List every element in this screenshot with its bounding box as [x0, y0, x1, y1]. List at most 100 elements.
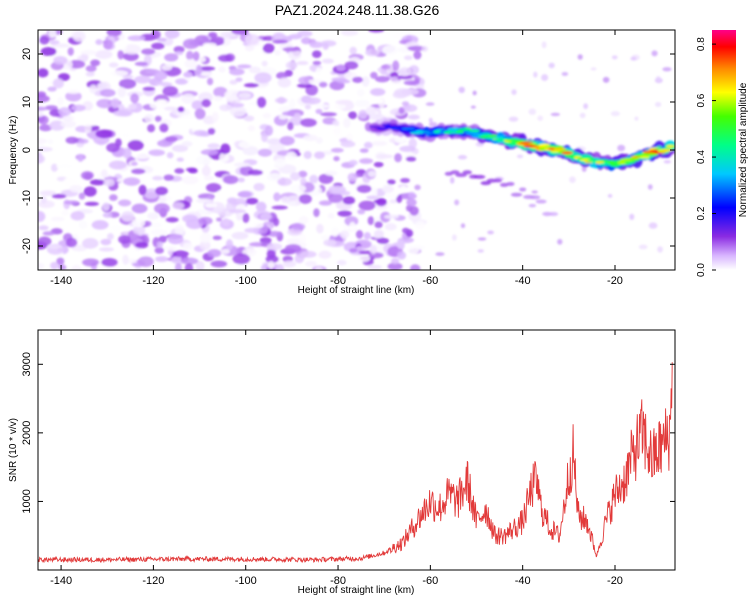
noise-blob — [328, 193, 344, 203]
noise-blob — [408, 65, 420, 75]
noise-blob — [286, 151, 297, 160]
noise-blob — [435, 252, 445, 256]
noise-blob — [370, 88, 386, 96]
noise-blob — [382, 45, 399, 55]
noise-blob — [267, 260, 275, 270]
noise-blob — [82, 258, 100, 267]
noise-blob — [80, 171, 94, 180]
noise-blob — [340, 30, 359, 36]
noise-blob — [171, 144, 188, 153]
noise-blob — [391, 32, 403, 40]
x-tick-label: -40 — [515, 275, 531, 287]
noise-blob — [428, 117, 433, 123]
noise-blob — [164, 30, 180, 39]
noise-blob — [110, 70, 129, 77]
noise-blob — [62, 115, 75, 122]
noise-blob — [181, 141, 193, 147]
noise-blob — [406, 198, 417, 207]
noise-blob — [648, 222, 658, 229]
noise-blob — [221, 248, 230, 255]
noise-blob — [42, 231, 55, 236]
noise-blob — [238, 141, 251, 149]
noise-blob — [52, 78, 64, 89]
noise-blob — [82, 238, 99, 249]
noise-blob — [229, 79, 238, 85]
noise-blob — [180, 257, 199, 265]
noise-blob — [225, 239, 234, 251]
noise-blob — [662, 67, 672, 72]
noise-blob — [617, 144, 626, 152]
noise-blob — [47, 86, 57, 92]
secondary-trace-blob — [519, 187, 527, 192]
noise-blob — [387, 262, 403, 270]
noise-blob — [298, 215, 309, 225]
noise-blob — [291, 222, 306, 231]
colorbar-gradient — [712, 30, 736, 270]
snr-series-line — [38, 362, 673, 564]
noise-blob — [216, 46, 224, 52]
x-tick-label: -40 — [515, 575, 531, 587]
noise-blob — [38, 262, 45, 269]
noise-blob — [132, 153, 151, 160]
colorbar: 0.0 0.2 0.4 0.6 0.8 Normalized spectral ampl… — [696, 30, 749, 277]
noise-blob — [50, 163, 58, 172]
spectrogram-y-axis-label: Frequency (Hz) — [8, 116, 19, 185]
noise-blob — [155, 186, 168, 196]
noise-blob — [413, 50, 422, 60]
noise-blob — [315, 108, 323, 114]
noise-blob — [174, 262, 182, 270]
noise-blob — [314, 103, 330, 109]
noise-blob — [516, 154, 524, 159]
noise-blob — [147, 124, 156, 133]
noise-blob — [298, 76, 312, 85]
noise-blob — [607, 193, 613, 198]
noise-blob — [528, 203, 537, 208]
noise-blob — [134, 75, 152, 84]
noise-blob — [577, 54, 583, 60]
noise-blob — [176, 157, 184, 162]
noise-blob — [78, 220, 88, 229]
ridge-blob — [666, 145, 675, 148]
noise-blob — [324, 170, 338, 176]
noise-blob — [118, 199, 132, 207]
noise-blob — [550, 112, 561, 117]
noise-blob — [131, 168, 146, 175]
noise-blob — [273, 217, 280, 227]
noise-blob — [315, 67, 323, 77]
noise-blob — [166, 152, 174, 159]
noise-blob — [47, 139, 54, 145]
noise-blob — [50, 261, 59, 270]
noise-blob — [159, 123, 169, 133]
noise-blob — [174, 51, 184, 56]
noise-blob — [155, 256, 169, 263]
spectrogram-heatmap — [38, 30, 675, 270]
noise-blob — [193, 129, 208, 137]
noise-blob — [359, 148, 369, 153]
noise-blob — [122, 254, 129, 265]
noise-blob — [61, 209, 70, 216]
noise-blob — [663, 160, 672, 164]
noise-blob — [221, 218, 230, 227]
noise-blob — [174, 224, 185, 236]
ridge-blob — [519, 141, 534, 144]
noise-blob — [318, 250, 332, 259]
noise-blob — [38, 211, 46, 222]
noise-blob — [56, 257, 65, 266]
noise-blob — [68, 60, 86, 69]
noise-blob — [90, 59, 101, 67]
noise-blob — [77, 153, 84, 162]
noise-blob — [389, 199, 398, 204]
noise-blob — [135, 241, 149, 249]
noise-blob — [123, 52, 139, 62]
noise-blob — [84, 201, 100, 207]
ridge-blob — [606, 160, 616, 164]
noise-blob — [336, 79, 351, 84]
colorbar-tick-label: 0.6 — [696, 93, 707, 107]
noise-blob — [229, 105, 247, 117]
noise-blob — [203, 175, 215, 181]
noise-blob — [153, 203, 170, 214]
noise-blob — [407, 114, 420, 120]
ridge-blob — [455, 130, 465, 134]
noise-blob — [357, 255, 371, 262]
noise-blob — [375, 75, 390, 83]
